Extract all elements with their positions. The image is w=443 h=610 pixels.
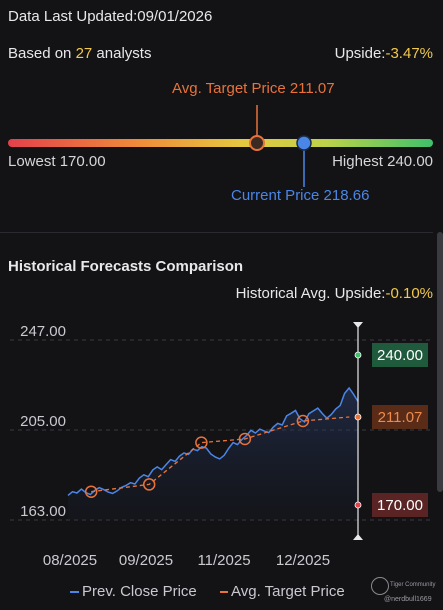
cursor-top-handle[interactable] (353, 322, 363, 328)
x-tick-label: 08/2025 (43, 552, 97, 569)
x-tick-label: 09/2025 (119, 552, 173, 569)
analyst-count: 27 (75, 45, 93, 62)
y-tick-label: 163.00 (20, 503, 66, 520)
analyst-count-line: Based on 27 analysts (8, 45, 151, 62)
historical-upside-value: -0.10% (385, 285, 433, 302)
avg-target-point (296, 414, 310, 428)
highest-marker-bg (372, 343, 428, 367)
lowest-marker-dot (354, 501, 362, 509)
historical-upside-line: Historical Avg. Upside:-0.10% (236, 285, 433, 302)
avg-target-point (238, 432, 252, 446)
avg-target-point (142, 478, 156, 491)
avg-target-price-line (91, 416, 350, 493)
avg-target-price-label: Avg. Target Price 211.07 (172, 80, 335, 97)
avg-target-point (84, 485, 98, 498)
upside-line: Upside:-3.47% (335, 45, 433, 62)
highest-marker-label: 240.00 (377, 347, 423, 364)
x-tick-label: 12/2025 (276, 552, 330, 569)
historical-upside-label: Historical Avg. Upside: (235, 285, 386, 302)
watermark-brand: Tiger Community (390, 582, 436, 588)
avg-target-marker (249, 135, 265, 151)
tiger-logo-icon (371, 577, 389, 595)
legend-avg-target-label: Avg. Target Price (231, 583, 345, 600)
upside-value: -3.47% (385, 45, 433, 62)
last-updated-text: Data Last Updated:09/01/2026 (8, 8, 213, 25)
legend-avg-target[interactable]: Avg. Target Price (220, 583, 345, 600)
legend-avg-target-swatch (220, 591, 228, 594)
current-price-label: Current Price 218.66 (231, 187, 370, 204)
historical-forecast-chart: 247.00 205.00 163.00 240.00 211.07 170.00 08… (10, 322, 433, 569)
watermark-user: @nerdbull1669 (384, 596, 432, 603)
lowest-marker-label: 170.00 (377, 497, 423, 514)
legend-prev-close-label: Prev. Close Price (82, 583, 197, 600)
prev-close-price-line (67, 386, 359, 496)
avg-target-marker-badge-dot (354, 413, 362, 421)
price-range-gauge (8, 105, 433, 187)
avg-target-marker-badge-label: 211.07 (378, 409, 423, 426)
legend-prev-close-swatch (70, 591, 79, 594)
avg-target-marker-badge-bg (372, 404, 428, 429)
legend-prev-close[interactable]: Prev. Close Price (70, 583, 197, 600)
historical-section-title: Historical Forecasts Comparison (8, 258, 244, 275)
x-tick-label: 11/2025 (197, 552, 250, 569)
upside-label: Upside: (334, 45, 386, 62)
cursor-bottom-handle[interactable] (353, 534, 363, 540)
lowest-price-label: Lowest 170.00 (8, 153, 106, 170)
based-on-suffix: analysts (92, 45, 152, 62)
avg-target-point (195, 436, 208, 449)
y-tick-label: 247.00 (20, 323, 66, 340)
gauge-bar (8, 139, 433, 147)
scrollbar[interactable] (437, 232, 443, 492)
lowest-marker-bg (372, 493, 428, 517)
based-on-prefix: Based on (8, 45, 76, 62)
current-price-marker (296, 135, 312, 151)
section-divider (0, 232, 433, 233)
highest-marker-dot (354, 351, 362, 359)
y-tick-label: 205.00 (20, 413, 66, 430)
highest-price-label: Highest 240.00 (332, 153, 433, 170)
price-area (68, 388, 358, 520)
